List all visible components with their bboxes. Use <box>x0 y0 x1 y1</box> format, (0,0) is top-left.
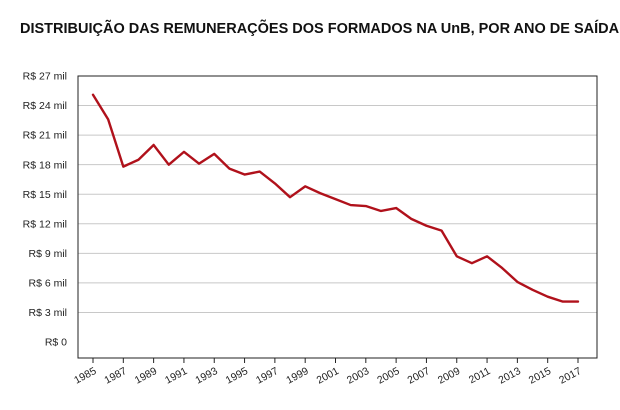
data-point <box>440 229 442 231</box>
data-point <box>380 210 382 212</box>
series-layer <box>91 93 580 303</box>
x-tick-label: 1985 <box>72 365 98 387</box>
x-tick-label: 1999 <box>284 365 310 387</box>
y-tick-label: R$ 6 mil <box>28 277 67 289</box>
data-point <box>213 153 215 155</box>
plot-frame <box>77 75 598 359</box>
x-tick-label: 1991 <box>163 365 189 387</box>
y-tick-label: R$ 18 mil <box>23 159 67 171</box>
x-tick-label: 1993 <box>193 365 219 387</box>
y-tick-label: R$ 3 mil <box>28 307 67 319</box>
data-point <box>349 204 351 206</box>
data-point <box>471 262 473 264</box>
x-tick-label: 2015 <box>527 365 553 387</box>
data-point <box>274 182 276 184</box>
data-point <box>410 218 412 220</box>
data-point <box>319 192 321 194</box>
data-point <box>228 167 230 169</box>
y-axis-tick-labels: R$ 0 R$ 3 mil R$ 6 mil R$ 9 mil R$ 12 mil R$ … <box>23 71 68 349</box>
x-tick-label: 2003 <box>345 365 371 387</box>
data-point <box>107 118 109 120</box>
x-tick-label: 1989 <box>133 365 159 387</box>
data-point <box>456 255 458 257</box>
y-tick-label: R$ 15 mil <box>23 189 67 201</box>
y-tick-label: R$ 27 mil <box>23 71 67 83</box>
chart-title: DISTRIBUIÇÃO DAS REMUNERAÇÕES DOS FORMAD… <box>20 21 620 37</box>
x-tick-label: 2009 <box>436 365 462 387</box>
data-point <box>304 185 306 187</box>
data-point <box>259 170 261 172</box>
data-point <box>395 207 397 209</box>
axis-frame <box>77 75 598 363</box>
y-tick-label: R$ 0 <box>45 337 67 349</box>
x-tick-label: 1997 <box>254 365 280 387</box>
data-point <box>531 289 533 291</box>
data-point <box>562 300 564 302</box>
data-point <box>183 151 185 153</box>
data-point <box>137 159 139 161</box>
data-point <box>243 173 245 175</box>
x-tick-label: 1995 <box>224 365 250 387</box>
data-point <box>92 94 94 96</box>
data-point <box>122 165 124 167</box>
y-tick-label: R$ 9 mil <box>28 248 67 260</box>
x-tick-label: 2017 <box>557 365 583 387</box>
data-point <box>577 300 579 302</box>
data-point <box>501 267 503 269</box>
data-point <box>198 162 200 164</box>
data-point <box>334 198 336 200</box>
x-tick-label: 2001 <box>315 365 341 387</box>
data-point <box>486 255 488 257</box>
series-line <box>91 93 580 303</box>
x-tick-label: 2007 <box>406 365 432 387</box>
data-point <box>289 196 291 198</box>
grid-lines <box>78 75 597 313</box>
data-point <box>516 281 518 283</box>
y-tick-label: R$ 24 mil <box>23 100 67 112</box>
x-tick-label: 1987 <box>102 365 128 387</box>
x-tick-label: 2005 <box>375 365 401 387</box>
x-tick-label: 2011 <box>467 365 493 386</box>
data-point <box>365 205 367 207</box>
x-tick-label: 2013 <box>497 365 523 387</box>
data-point <box>546 295 548 297</box>
data-point <box>425 225 427 227</box>
data-point <box>152 144 154 146</box>
y-tick-label: R$ 12 mil <box>23 218 67 230</box>
x-axis-tick-labels: 1985 1987 1989 1991 1993 1995 1997 1999 2001 2003… <box>72 365 583 387</box>
y-tick-label: R$ 21 mil <box>23 130 67 142</box>
data-point <box>168 163 170 165</box>
